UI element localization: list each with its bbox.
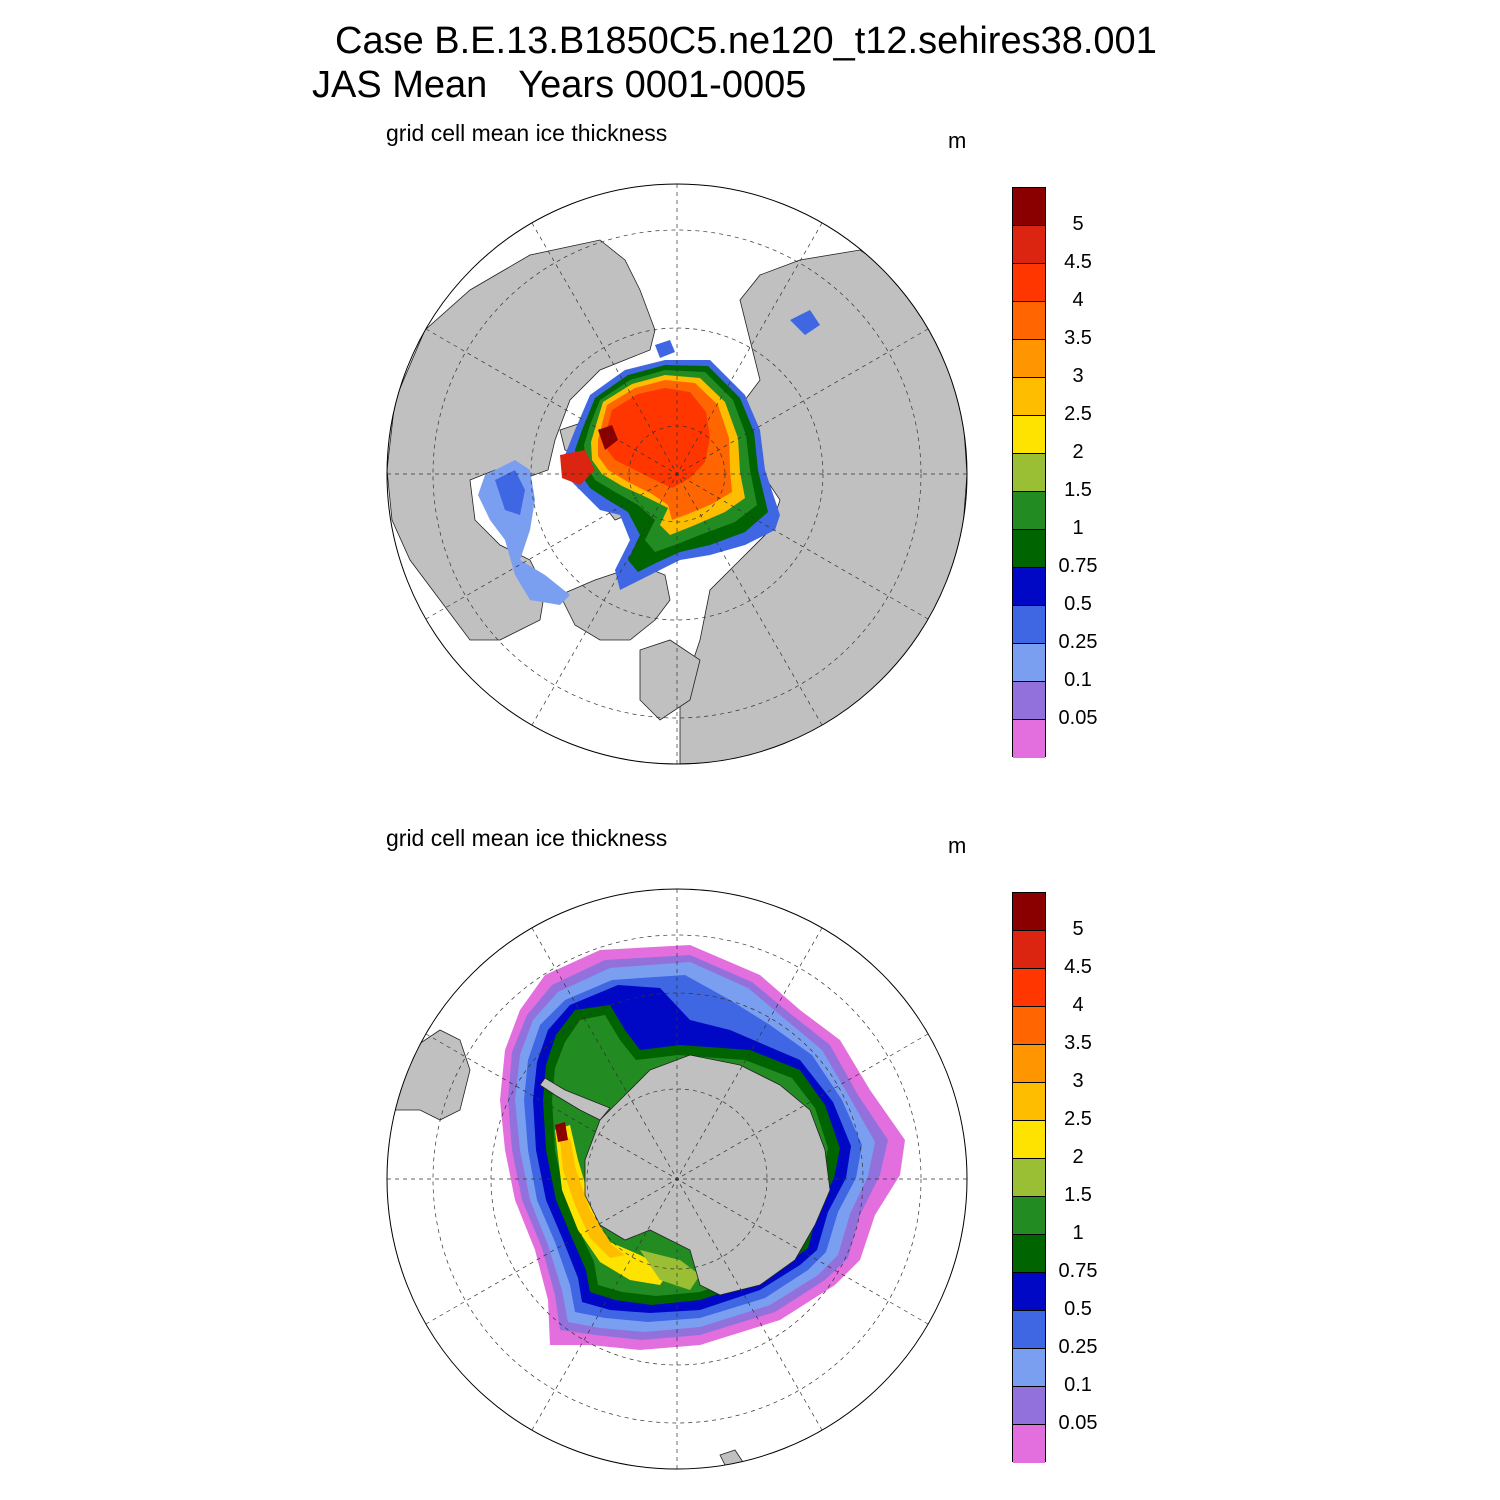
south-colorbar-swatch <box>1013 1083 1045 1121</box>
north-colorbar-label: 0.1 <box>1064 669 1092 691</box>
arctic-map-border <box>386 183 968 765</box>
south-colorbar-label: 2 <box>1072 1146 1084 1168</box>
north-colorbar-label: 2.5 <box>1064 403 1092 425</box>
north-colorbar-label: 3 <box>1072 365 1084 387</box>
north-colorbar-swatch <box>1013 378 1045 416</box>
south-colorbar <box>1012 892 1046 1463</box>
south-colorbar-label: 1 <box>1072 1222 1084 1244</box>
south-colorbar-label: 0.1 <box>1064 1374 1092 1396</box>
south-colorbar-label: 3 <box>1072 1070 1084 1092</box>
north-panel-units: m <box>948 128 967 153</box>
south-colorbar-label: 1.5 <box>1064 1184 1092 1206</box>
arctic-graticule <box>387 184 967 764</box>
north-colorbar-label: 4.5 <box>1064 251 1092 273</box>
south-colorbar-swatch <box>1013 893 1045 931</box>
figure-title: Case B.E.13.B1850C5.ne120_t12.sehires38.… <box>335 20 1157 62</box>
south-colorbar-label: 4.5 <box>1064 956 1092 978</box>
south-colorbar-swatch <box>1013 1425 1045 1463</box>
south-colorbar-swatch <box>1013 1387 1045 1425</box>
south-colorbar-swatch <box>1013 1349 1045 1387</box>
south-colorbar-label: 0.25 <box>1058 1336 1098 1358</box>
south-colorbar-label: 4 <box>1072 994 1084 1016</box>
south-colorbar-label: 0.05 <box>1058 1412 1098 1434</box>
north-colorbar-swatch <box>1013 720 1045 758</box>
south-colorbar-swatch <box>1013 1311 1045 1349</box>
north-colorbar-label: 1 <box>1072 517 1084 539</box>
north-colorbar-swatch <box>1013 188 1045 226</box>
north-colorbar-swatch <box>1013 568 1045 606</box>
south-colorbar-label: 0.5 <box>1064 1298 1092 1320</box>
north-colorbar-label: 0.05 <box>1058 707 1098 729</box>
south-colorbar-swatch <box>1013 1273 1045 1311</box>
north-colorbar-label: 5 <box>1072 213 1084 235</box>
south-colorbar-label: 2.5 <box>1064 1108 1092 1130</box>
south-colorbar-swatch <box>1013 1197 1045 1235</box>
north-colorbar <box>1012 187 1046 758</box>
south-colorbar-swatch <box>1013 1159 1045 1197</box>
north-panel-subtitle: grid cell mean ice thickness <box>386 120 668 146</box>
south-colorbar-swatch <box>1013 969 1045 1007</box>
north-colorbar-swatch <box>1013 644 1045 682</box>
south-colorbar-swatch <box>1013 1235 1045 1273</box>
north-colorbar-swatch <box>1013 530 1045 568</box>
north-colorbar-swatch <box>1013 492 1045 530</box>
antarctic-map <box>387 889 967 1469</box>
north-colorbar-swatch <box>1013 606 1045 644</box>
south-colorbar-swatch <box>1013 1007 1045 1045</box>
south-colorbar-label: 0.75 <box>1058 1260 1098 1282</box>
north-colorbar-label: 2 <box>1072 441 1084 463</box>
north-colorbar-label: 0.75 <box>1058 555 1098 577</box>
north-colorbar-label: 0.5 <box>1064 593 1092 615</box>
antarctic-map-border <box>386 888 968 1470</box>
south-colorbar-label: 3.5 <box>1064 1032 1092 1054</box>
north-colorbar-swatch <box>1013 340 1045 378</box>
arctic-map <box>387 184 967 764</box>
north-colorbar-swatch <box>1013 264 1045 302</box>
south-panel-units: m <box>948 833 967 858</box>
antarctica-land <box>539 1054 831 1296</box>
north-colorbar-label: 4 <box>1072 289 1084 311</box>
north-colorbar-label: 3.5 <box>1064 327 1092 349</box>
figure-subtitle: JAS Mean Years 0001-0005 <box>312 64 807 106</box>
south-colorbar-swatch <box>1013 1045 1045 1083</box>
north-colorbar-swatch <box>1013 226 1045 264</box>
north-colorbar-swatch <box>1013 416 1045 454</box>
arctic-sea-ice <box>478 310 820 605</box>
south-colorbar-label: 5 <box>1072 918 1084 940</box>
south-colorbar-swatch <box>1013 1121 1045 1159</box>
south-panel-subtitle: grid cell mean ice thickness <box>386 825 668 851</box>
north-colorbar-label: 1.5 <box>1064 479 1092 501</box>
north-colorbar-label: 0.25 <box>1058 631 1098 653</box>
antarctic-graticule <box>387 889 967 1469</box>
south-colorbar-swatch <box>1013 931 1045 969</box>
north-colorbar-swatch <box>1013 302 1045 340</box>
north-colorbar-swatch <box>1013 454 1045 492</box>
north-colorbar-swatch <box>1013 682 1045 720</box>
